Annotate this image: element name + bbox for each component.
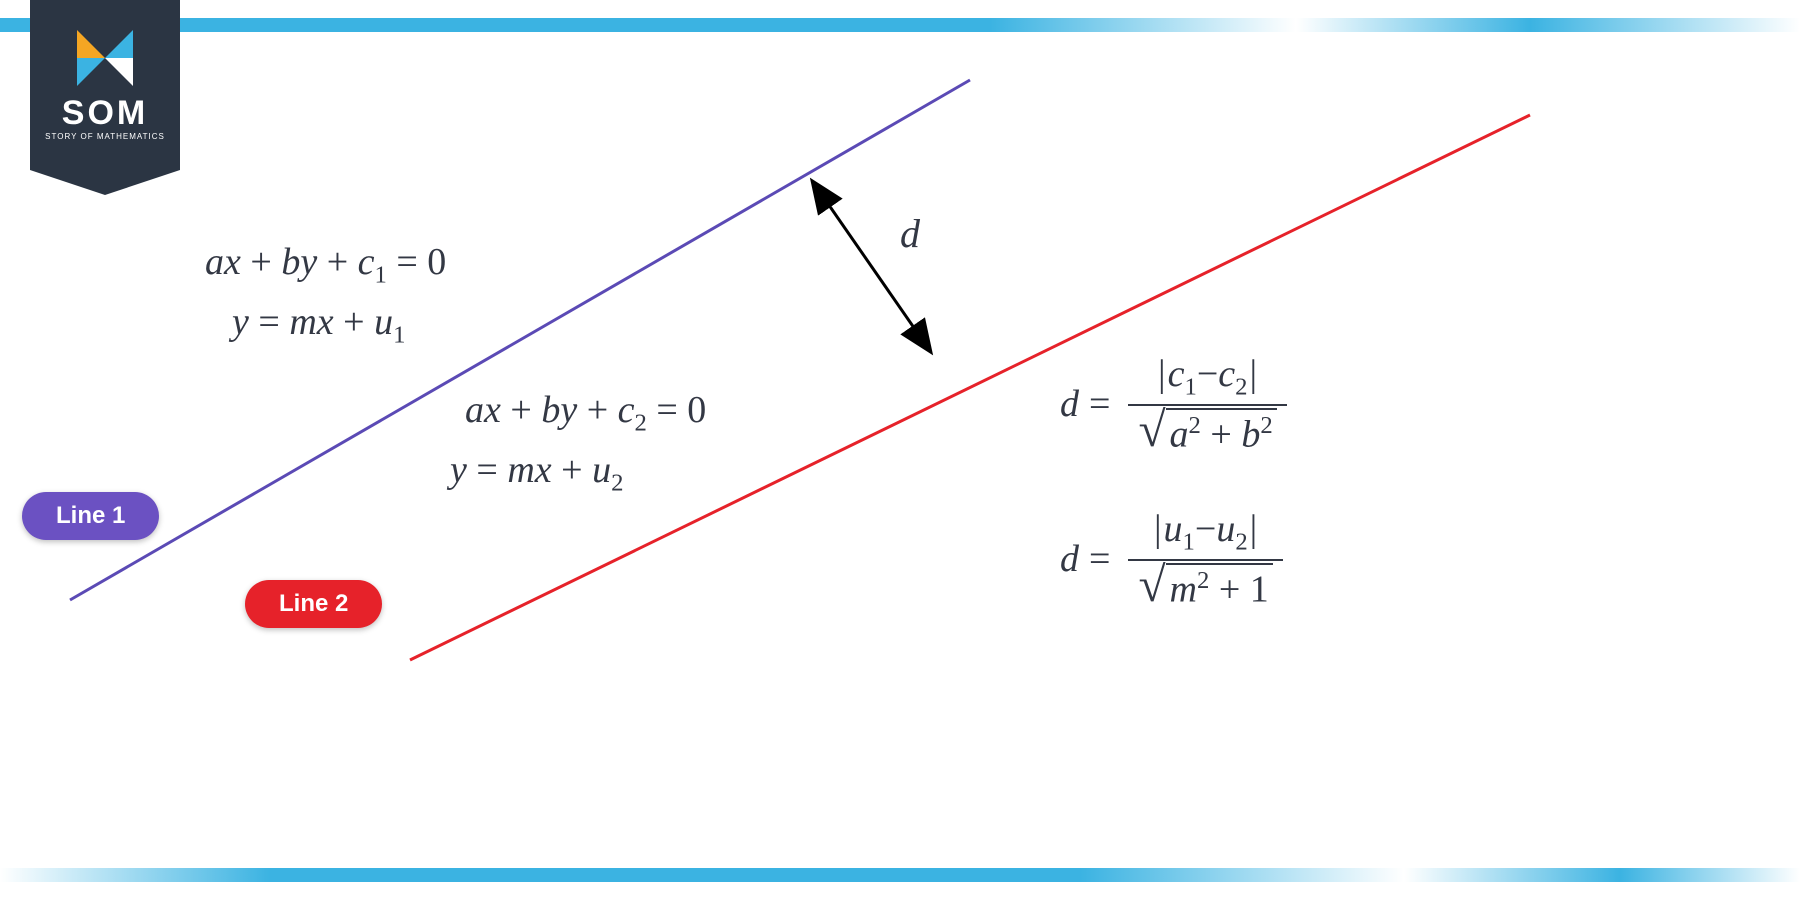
- distance-label: d: [900, 210, 920, 257]
- line1-slope-eq: y = mx + u1: [232, 300, 405, 350]
- logo-text: SOM: [62, 96, 148, 130]
- line-1: [70, 80, 970, 600]
- line2-slope-eq: y = mx + u2: [450, 448, 623, 498]
- line2-general-eq: ax + by + c2 = 0: [465, 388, 706, 438]
- distance-formula-2: d = |u1−u2| √ m2 + 1: [1060, 505, 1283, 613]
- line1-general-eq: ax + by + c1 = 0: [205, 240, 446, 290]
- logo-subtitle: STORY OF MATHEMATICS: [45, 132, 165, 141]
- line2-pill: Line 2: [245, 580, 382, 628]
- logo-banner: SOM STORY OF MATHEMATICS: [30, 0, 180, 170]
- line1-pill: Line 1: [22, 492, 159, 540]
- parallel-lines-diagram: [0, 0, 1800, 900]
- distance-formula-1: d = |c1−c2| √ a2 + b2: [1060, 350, 1287, 458]
- logo-icon: [77, 30, 133, 86]
